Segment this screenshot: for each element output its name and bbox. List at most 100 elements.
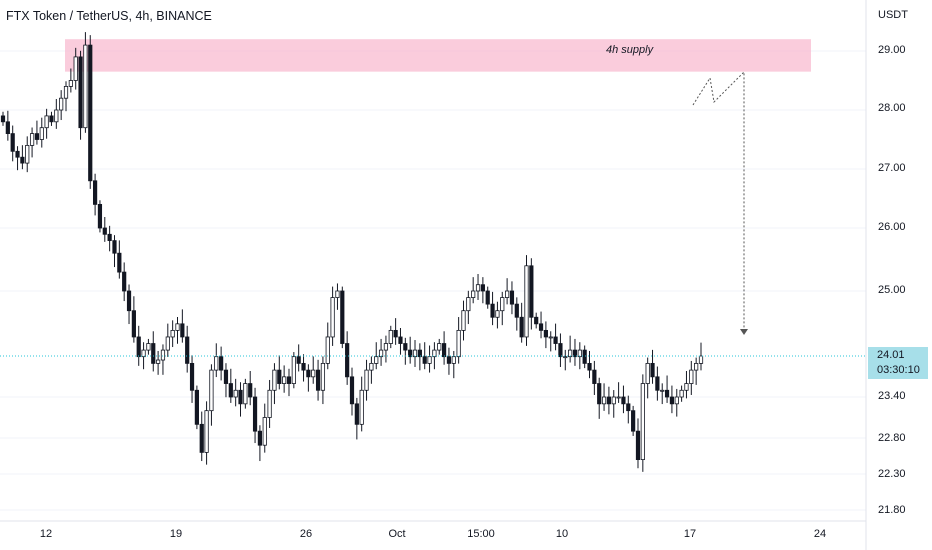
y-tick-label: 23.40 bbox=[878, 390, 906, 402]
candle-down bbox=[20, 156, 25, 164]
supply-zone-rect bbox=[65, 39, 811, 72]
candle-up bbox=[141, 349, 146, 358]
candle-down bbox=[650, 362, 655, 378]
candle-down bbox=[301, 362, 306, 371]
candle-up bbox=[616, 396, 621, 399]
candle-up bbox=[364, 369, 369, 391]
candle-up bbox=[25, 144, 30, 164]
candle-down bbox=[417, 349, 422, 358]
candle-up bbox=[412, 349, 418, 358]
candle-up bbox=[684, 383, 689, 391]
candle-down bbox=[558, 343, 563, 358]
candle-up bbox=[437, 343, 442, 351]
candle-up bbox=[548, 336, 553, 339]
candle-down bbox=[248, 383, 253, 398]
candle-up bbox=[262, 417, 267, 446]
x-tick-label: 17 bbox=[683, 528, 697, 540]
candle-down bbox=[131, 310, 136, 338]
candle-up bbox=[456, 329, 461, 358]
candle-down bbox=[509, 290, 515, 305]
y-tick-label: 29.00 bbox=[878, 44, 906, 56]
candle-down bbox=[621, 396, 626, 405]
candle-down bbox=[122, 271, 127, 292]
candle-up bbox=[267, 389, 272, 418]
candle-down bbox=[0, 115, 6, 123]
candle-down bbox=[97, 203, 103, 229]
candle-down bbox=[34, 133, 40, 140]
candle-up bbox=[330, 297, 335, 338]
candle-down bbox=[199, 423, 204, 453]
candle-up bbox=[44, 115, 49, 129]
candle-up bbox=[475, 284, 481, 292]
candle-down bbox=[408, 349, 413, 358]
candle-down bbox=[306, 369, 311, 378]
candle-down bbox=[398, 336, 403, 344]
candle-up bbox=[214, 356, 219, 371]
candle-down bbox=[446, 356, 452, 364]
x-tick-label: 26 bbox=[299, 528, 313, 540]
candle-up bbox=[73, 56, 78, 81]
candle-down bbox=[631, 410, 636, 432]
candle-up bbox=[282, 376, 287, 384]
projection-arrowhead bbox=[740, 329, 748, 335]
candle-up bbox=[645, 362, 650, 384]
candle-down bbox=[180, 323, 185, 338]
candle-up bbox=[325, 336, 330, 364]
candle-down bbox=[669, 396, 675, 405]
candle-down bbox=[223, 369, 229, 384]
candle-up bbox=[359, 389, 364, 425]
candle-up bbox=[39, 127, 44, 140]
candle-up bbox=[427, 356, 432, 364]
candle-down bbox=[340, 290, 345, 344]
candle-up bbox=[243, 383, 248, 405]
candle-down bbox=[543, 329, 548, 338]
candle-down bbox=[664, 389, 670, 398]
candle-up bbox=[63, 86, 69, 99]
candle-down bbox=[78, 56, 83, 129]
currency-label: USDT bbox=[878, 9, 908, 21]
candle-down bbox=[107, 233, 112, 242]
candle-up bbox=[233, 389, 238, 398]
y-tick-label: 26.00 bbox=[878, 221, 906, 233]
candle-up bbox=[660, 389, 665, 392]
candle-down bbox=[88, 44, 93, 182]
candle-down bbox=[626, 403, 631, 412]
candle-up bbox=[54, 109, 59, 123]
candle-up bbox=[83, 44, 88, 129]
x-tick-label: Oct bbox=[388, 528, 406, 540]
candle-up bbox=[175, 323, 180, 331]
bar-countdown: 03:30:10 bbox=[877, 364, 920, 376]
candle-up bbox=[500, 297, 505, 312]
x-tick-label: 15:00 bbox=[467, 528, 495, 540]
y-tick-label: 27.00 bbox=[878, 162, 906, 174]
candle-up bbox=[694, 362, 699, 371]
candle-down bbox=[480, 284, 485, 292]
candle-down bbox=[189, 362, 195, 391]
candle-down bbox=[635, 430, 641, 460]
current-price-value: 24.01 bbox=[877, 349, 905, 361]
candle-up bbox=[466, 297, 471, 312]
candle-up bbox=[640, 383, 645, 460]
y-tick-label: 22.30 bbox=[878, 468, 906, 480]
candle-down bbox=[49, 115, 54, 123]
candle-up bbox=[170, 329, 175, 338]
projection-path bbox=[692, 70, 745, 331]
candle-down bbox=[655, 376, 660, 391]
candle-up bbox=[146, 343, 151, 351]
candle-up bbox=[451, 356, 456, 364]
candle-down bbox=[296, 356, 301, 364]
candle-down bbox=[597, 383, 602, 405]
candle-down bbox=[403, 343, 408, 351]
candle-down bbox=[534, 316, 539, 325]
candle-up bbox=[59, 97, 64, 111]
candle-down bbox=[441, 343, 447, 358]
candle-down bbox=[185, 336, 190, 364]
candle-down bbox=[315, 369, 321, 391]
candle-up bbox=[68, 80, 73, 87]
candle-up bbox=[378, 349, 384, 358]
candle-down bbox=[252, 396, 258, 432]
candle-up bbox=[209, 369, 214, 412]
candle-down bbox=[257, 430, 263, 446]
candle-down bbox=[349, 376, 355, 405]
